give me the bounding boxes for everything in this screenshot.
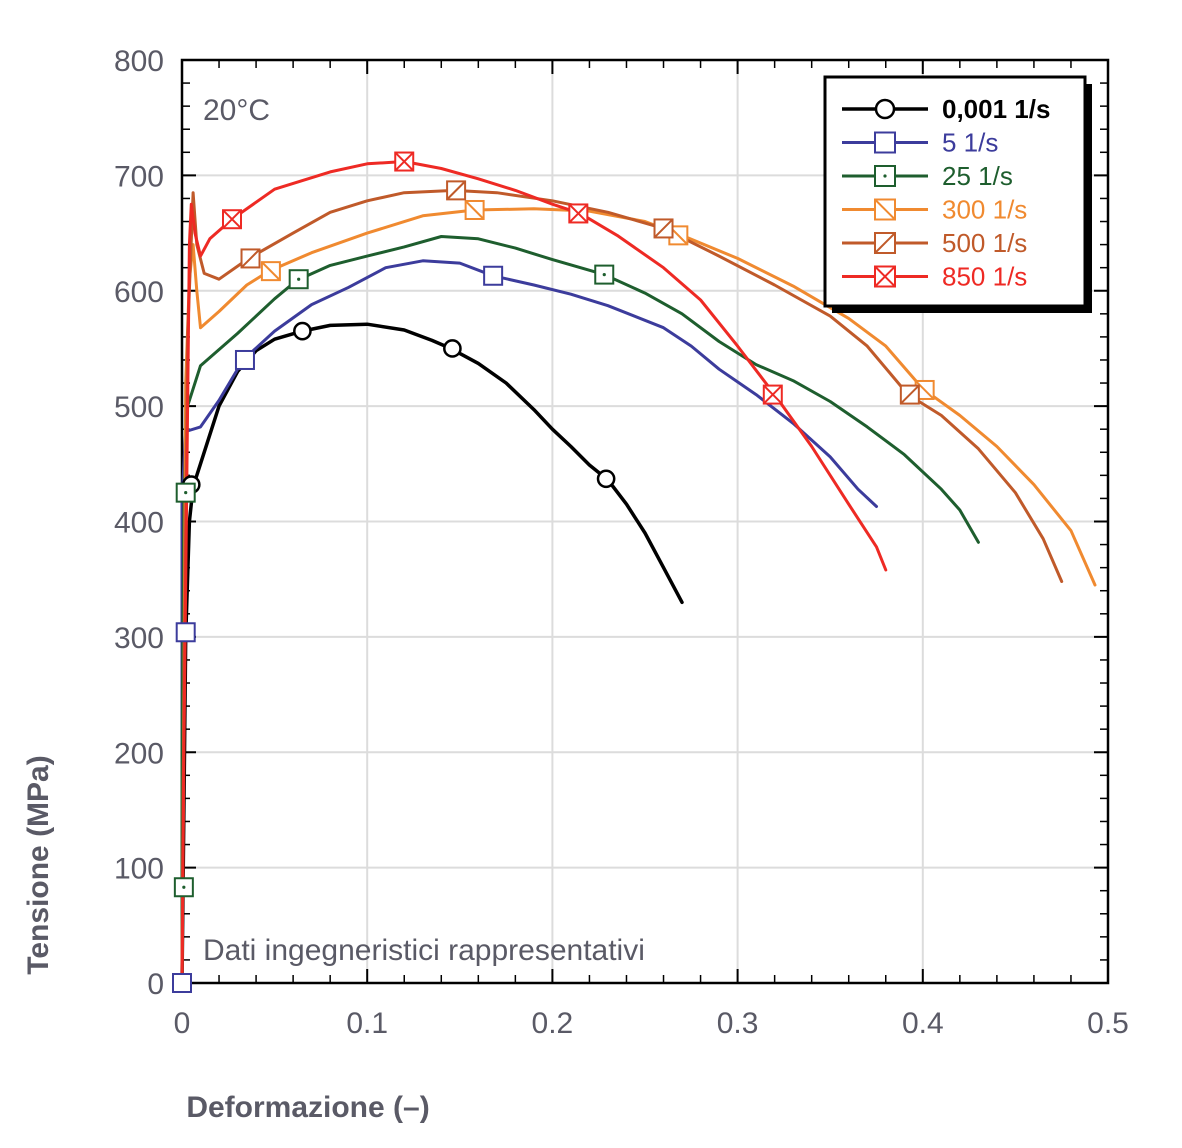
legend-entry: 850 1/s [842, 262, 1027, 292]
x-tick-label: 0.5 [1087, 1007, 1129, 1040]
y-tick-label: 800 [114, 45, 164, 78]
data-note-annotation: Dati ingegneristici rappresentativi [203, 934, 645, 967]
data-point-marker [175, 622, 196, 643]
data-point-marker [653, 218, 674, 239]
data-point-marker [483, 265, 504, 286]
y-tick-label: 200 [114, 737, 164, 770]
data-point-marker [568, 203, 589, 224]
x-tick-label: 0.4 [902, 1007, 944, 1040]
data-point-marker [240, 248, 261, 269]
legend-marker [874, 98, 896, 120]
legend-entry: 500 1/s [842, 228, 1027, 258]
legend-label: 0,001 1/s [942, 94, 1050, 124]
legend-marker [874, 165, 896, 187]
x-tick-label: 0.2 [532, 1007, 574, 1040]
y-tick-label: 500 [114, 391, 164, 424]
x-tick-label: 0.1 [346, 1007, 388, 1040]
y-tick-label: 0 [147, 968, 164, 1001]
data-point-marker [762, 384, 783, 405]
y-tick-label: 700 [114, 160, 164, 193]
data-point-marker [172, 973, 192, 993]
legend-marker [874, 265, 896, 288]
legend-entry: 0,001 1/s [842, 94, 1050, 124]
y-tick-label: 300 [114, 622, 164, 655]
legend-label: 25 1/s [942, 161, 1013, 191]
data-point-marker [293, 321, 312, 341]
temperature-annotation: 20°C [203, 94, 270, 127]
data-point-marker [443, 339, 462, 358]
legend-marker [874, 198, 896, 221]
legend-marker [874, 232, 896, 254]
legend-label: 500 1/s [942, 228, 1027, 258]
x-axis-title: Deformazione (–) [186, 1091, 429, 1124]
data-point-marker [464, 199, 485, 220]
data-point-marker [288, 269, 309, 290]
data-point-marker [596, 469, 616, 489]
legend-entry: 300 1/s [842, 195, 1027, 225]
y-tick-label: 400 [114, 507, 164, 540]
y-axis-title: Tensione (MPa) [22, 755, 55, 974]
series-line-1 [180, 322, 684, 985]
data-point-marker [899, 384, 920, 405]
series-line-3 [180, 235, 980, 985]
data-point-marker [594, 264, 615, 285]
x-tick-label: 0.3 [717, 1007, 759, 1040]
legend-label: 850 1/s [942, 262, 1027, 292]
data-point-marker [175, 482, 196, 503]
legend-entry: 25 1/s [842, 161, 1013, 191]
legend-marker [874, 131, 896, 154]
data-point-marker [260, 261, 281, 282]
y-tick-label: 600 [114, 276, 164, 309]
legend-label: 5 1/s [942, 128, 998, 158]
data-point-marker [234, 349, 255, 370]
series-markers [172, 151, 935, 993]
data-point-marker [173, 877, 194, 898]
legend-label: 300 1/s [942, 195, 1027, 225]
legend-entry: 5 1/s [842, 128, 998, 158]
y-tick-label: 100 [114, 853, 164, 886]
data-point-marker [222, 209, 243, 230]
data-point-marker [446, 180, 467, 201]
data-point-marker [394, 151, 415, 172]
x-tick-label: 0 [174, 1007, 191, 1040]
legend-box [823, 75, 1087, 308]
series-line-4 [180, 207, 1097, 985]
series-line-2 [180, 259, 878, 985]
series-line-6 [180, 160, 888, 985]
